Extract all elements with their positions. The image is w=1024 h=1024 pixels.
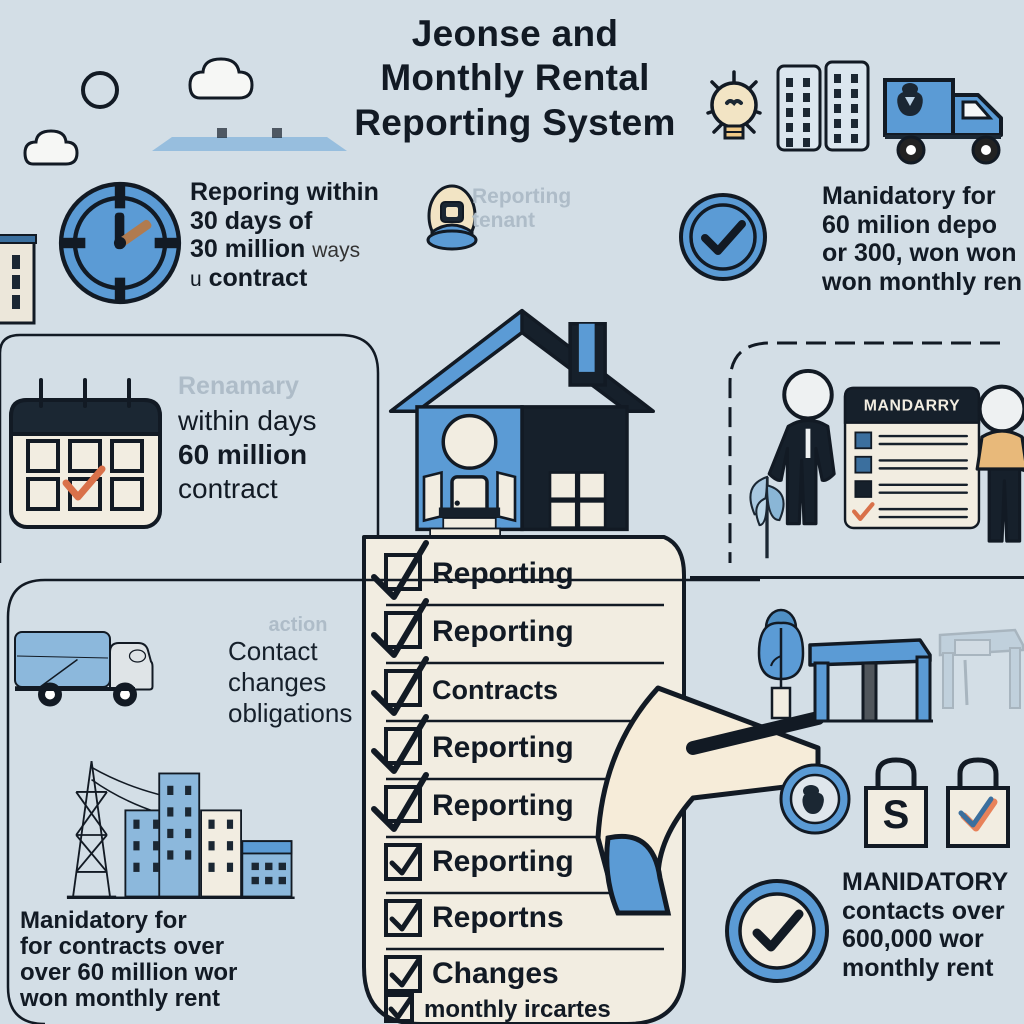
svg-text:S: S: [883, 793, 910, 837]
svg-text:MANDARRY: MANDARRY: [864, 398, 961, 415]
